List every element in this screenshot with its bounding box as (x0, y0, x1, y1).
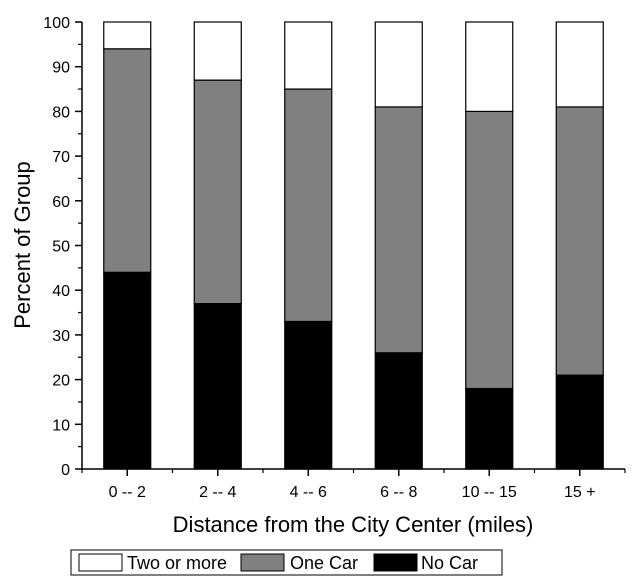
x-tick-label: 15 + (564, 484, 596, 501)
y-tick-label: 50 (52, 239, 70, 256)
bar-two-or-more-2-4 (193, 21, 242, 81)
legend-label-two-or-more: Two or more (127, 553, 227, 573)
y-tick-label: 70 (52, 149, 70, 166)
legend-frame (70, 549, 503, 576)
bar-two-or-more-4-6 (284, 21, 333, 90)
bar-two-or-more-0-2 (103, 21, 152, 50)
bar-one-car-6-8 (374, 106, 423, 354)
x-ticks-group: 0 -- 2 2 -- 4 4 -- 6 6 -- 8 10 -- 15 15 + (81, 469, 626, 501)
bars-group (103, 21, 604, 470)
y-tick-label: 10 (52, 417, 70, 434)
legend-swatch-no-car (373, 553, 418, 572)
legend: Two or more One Car No Car (70, 549, 503, 576)
bar-one-car-2-4 (193, 79, 242, 305)
legend-swatch-two-or-more (78, 553, 123, 572)
y-tick-label: 60 (52, 194, 70, 211)
y-tick-label: 30 (52, 328, 70, 345)
y-tick-label: 0 (61, 462, 70, 479)
y-tick-label: 40 (52, 283, 70, 300)
legend-label-one-car: One Car (290, 553, 358, 573)
y-tick-label: 100 (43, 15, 70, 32)
y-ticks-group: 0 10 20 30 40 50 60 70 80 90 100 (43, 15, 82, 479)
bar-no-car-4-6 (284, 320, 333, 470)
bar-one-car-0-2 (103, 48, 152, 273)
legend-swatch-one-car (240, 553, 285, 572)
bar-one-car-4-6 (284, 88, 333, 323)
bar-no-car-2-4 (193, 303, 242, 470)
x-tick-label: 4 -- 6 (290, 484, 327, 501)
bar-two-or-more-10-15 (465, 21, 514, 113)
bar-one-car-15 (555, 106, 604, 376)
axes-group (81, 22, 625, 470)
bar-no-car-0-2 (103, 271, 152, 470)
bar-one-car-10-15 (465, 110, 514, 390)
bar-two-or-more-15 (555, 21, 604, 108)
y-tick-label: 80 (52, 104, 70, 121)
x-tick-label: 10 -- 15 (462, 484, 517, 501)
x-tick-label: 0 -- 2 (109, 484, 146, 501)
y-tick-label: 90 (52, 60, 70, 77)
y-tick-label: 20 (52, 373, 70, 390)
x-tick-label: 2 -- 4 (199, 484, 236, 501)
bar-two-or-more-6-8 (374, 21, 423, 108)
x-axis-title: Distance from the City Center (miles) (173, 512, 534, 537)
bar-no-car-6-8 (374, 352, 423, 470)
legend-label-no-car: No Car (421, 553, 478, 573)
y-axis-title: Percent of Group (10, 161, 35, 329)
bar-no-car-10-15 (465, 387, 514, 470)
bar-no-car-15 (555, 374, 604, 470)
x-tick-label: 6 -- 8 (380, 484, 417, 501)
